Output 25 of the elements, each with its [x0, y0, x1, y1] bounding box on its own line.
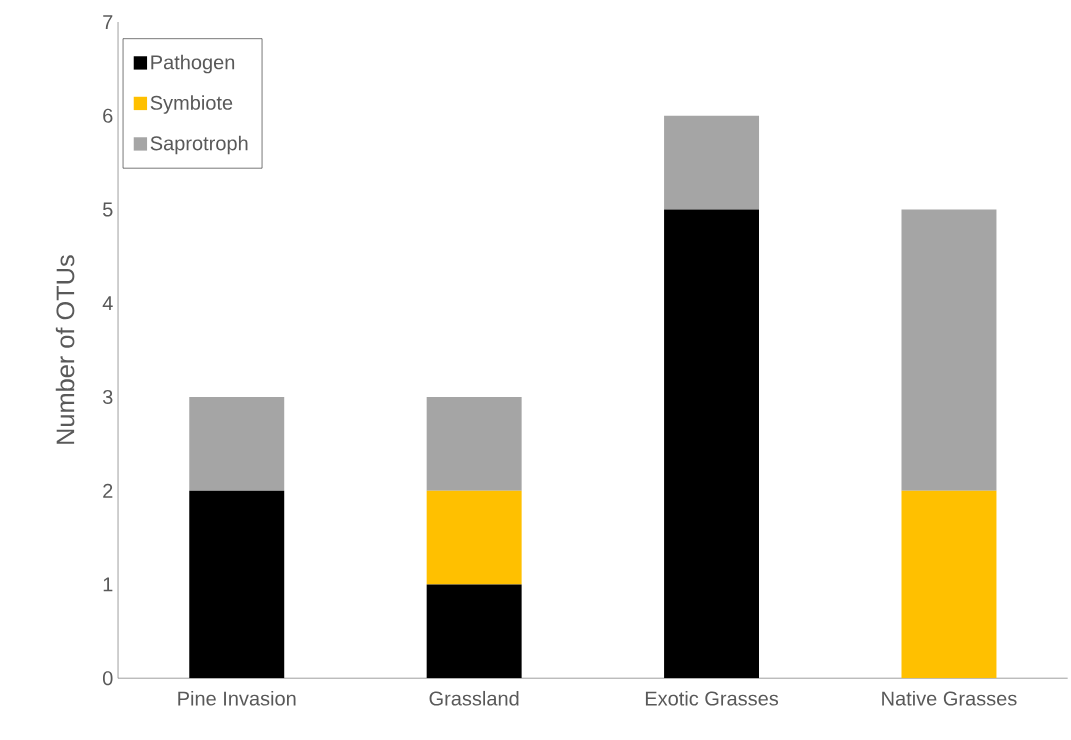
y-tick-label: 3 — [102, 389, 113, 404]
y-tick-label: 4 — [102, 296, 113, 311]
y-axis-title: Number of OTUs — [55, 255, 75, 444]
x-tick-label: Grassland — [429, 690, 519, 706]
x-tick-label: Pine Invasion — [178, 690, 296, 706]
bar — [901, 490, 997, 679]
y-tick-label: 6 — [103, 108, 113, 123]
y-tick-label: 5 — [102, 202, 113, 217]
bar — [426, 396, 522, 491]
legend-label: Pathogen — [151, 54, 235, 74]
y-tick-label: 7 — [103, 15, 113, 29]
bar — [664, 209, 760, 679]
bar — [426, 584, 522, 679]
y-tick-label: 1 — [103, 577, 113, 592]
bar — [901, 209, 997, 491]
legend-label: Symbiote — [150, 95, 233, 114]
y-tick-label: 0 — [102, 671, 113, 686]
bar — [189, 396, 285, 491]
bar — [664, 115, 760, 210]
x-tick-label: Exotic Grasses — [645, 690, 779, 706]
bar — [426, 490, 522, 585]
x-tick-label: Native Grasses — [882, 690, 1017, 706]
legend-label: Saprotroph — [150, 135, 248, 155]
bar — [189, 490, 285, 679]
y-tick-label: 2 — [103, 483, 113, 498]
